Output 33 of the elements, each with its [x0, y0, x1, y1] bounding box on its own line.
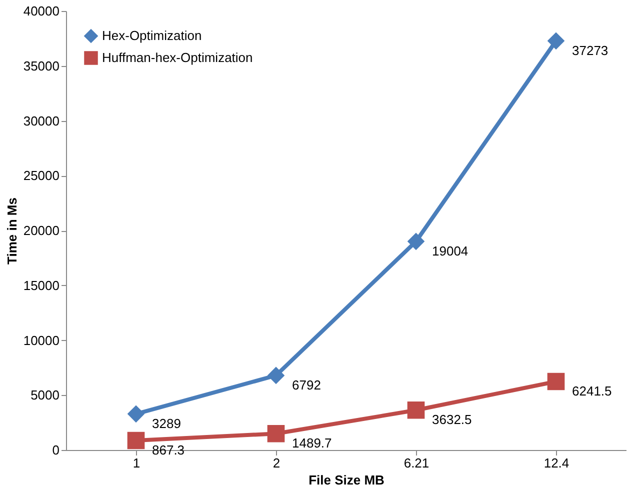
x-tick-label: 2	[272, 456, 280, 470]
data-label: 3632.5	[432, 412, 472, 428]
data-label: 6241.5	[572, 384, 612, 398]
y-tick-label: 5000	[30, 388, 60, 403]
data-label: 19004	[432, 243, 468, 258]
y-tick-label: 15000	[23, 278, 60, 293]
data-label: 37273	[572, 42, 608, 58]
x-axis-title: File Size MB	[308, 472, 384, 488]
y-tick-label: 25000	[23, 168, 60, 184]
point	[407, 232, 425, 250]
data-label: 1489.7	[292, 436, 332, 451]
y-tick-label: 40000	[23, 4, 60, 18]
point	[547, 32, 565, 50]
x-tick-label: 6.21	[404, 456, 430, 470]
point	[127, 432, 145, 450]
x-tick-label: 1	[132, 456, 140, 470]
y-axis-title: Time in Ms	[4, 198, 20, 264]
y-tick-label: 35000	[23, 58, 60, 74]
legend-label: Hex-Optimization	[102, 28, 202, 43]
y-tick-label: 20000	[23, 223, 60, 238]
point	[407, 401, 425, 419]
data-label: 6792	[292, 377, 321, 392]
data-label: 3289	[152, 416, 181, 431]
point	[267, 366, 285, 384]
x-tick-label: 12.4	[544, 456, 570, 470]
data-label: 867.3	[152, 442, 185, 458]
y-tick-label: 30000	[23, 113, 60, 128]
y-tick-label: 10000	[23, 332, 60, 348]
point	[547, 372, 565, 390]
legend-label: Huffman-hex-Optimization	[102, 50, 253, 65]
point	[127, 405, 145, 423]
point	[267, 424, 285, 442]
y-tick-label: 0	[52, 442, 60, 458]
